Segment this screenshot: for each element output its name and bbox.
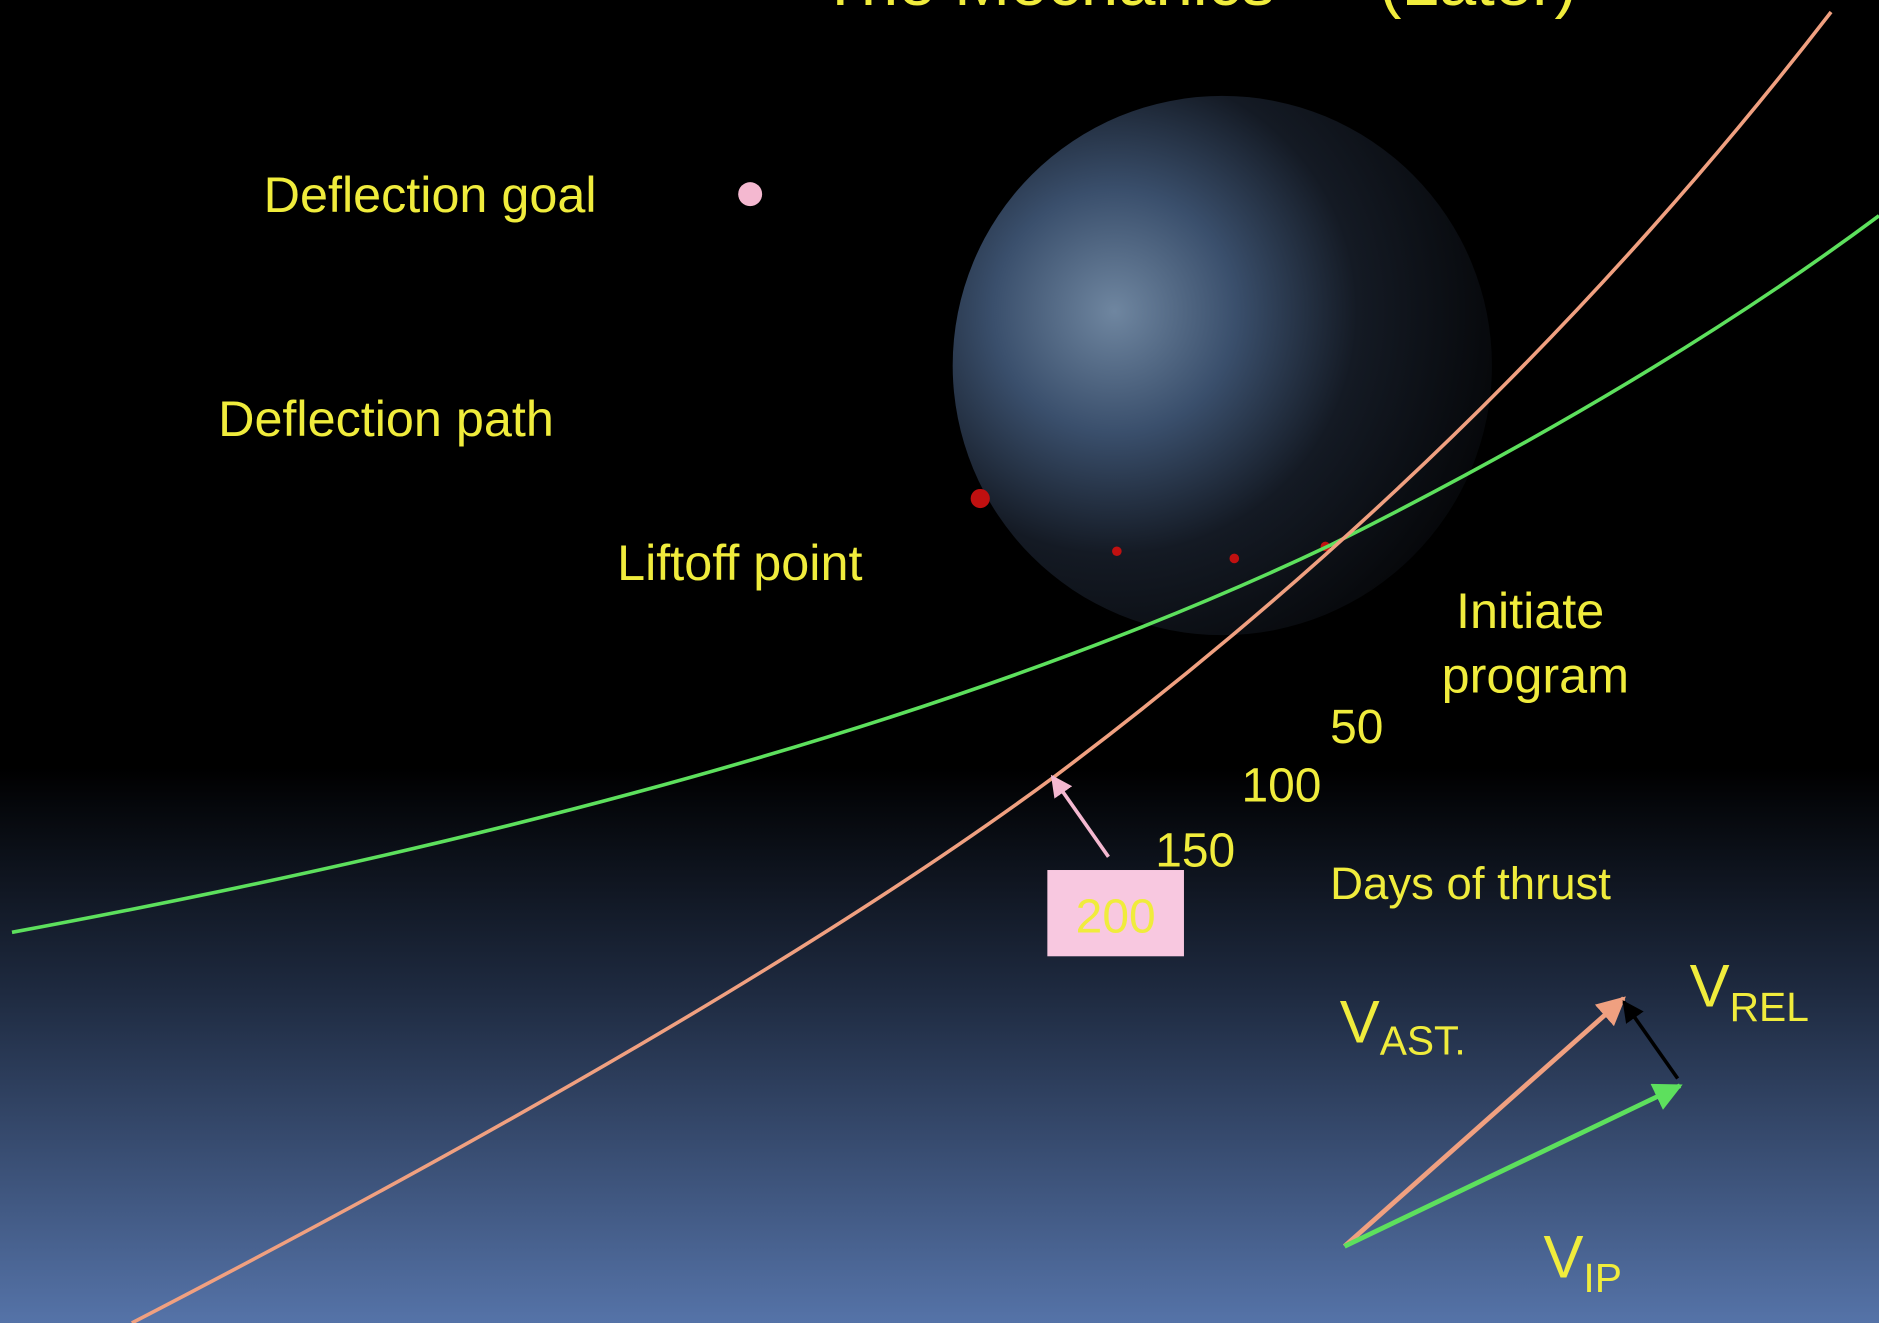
v-ast-arrow	[1342, 996, 1626, 1249]
day-200-box	[1047, 870, 1184, 957]
label: Liftoff point	[617, 534, 862, 591]
day-label: 50	[1330, 701, 1383, 754]
vector-label: VAST.	[1340, 989, 1466, 1064]
v-rel-arrow	[1622, 1000, 1680, 1080]
vector-label: VIP	[1543, 1223, 1621, 1300]
label: Initiate	[1456, 582, 1604, 639]
earth	[952, 95, 1492, 636]
title: The Mechanics — (Later)	[820, 0, 1577, 20]
label: Deflection path	[218, 390, 554, 447]
day-label: 100	[1241, 760, 1321, 813]
pointer-arrow	[1050, 774, 1110, 858]
vector-label: VREL	[1690, 953, 1809, 1030]
day-label: 200	[1076, 890, 1156, 943]
v-ip-arrow	[1343, 1083, 1683, 1249]
label: program	[1442, 647, 1629, 704]
day-label: 150	[1155, 824, 1235, 877]
deflection-goal-marker	[738, 182, 763, 207]
liftoff-marker	[970, 488, 990, 509]
path-marker	[1112, 546, 1122, 557]
deflection-path-curve	[11, 214, 1879, 935]
label: Days of thrust	[1330, 858, 1611, 909]
label: Deflection goal	[264, 166, 597, 223]
path-marker	[1229, 553, 1240, 564]
